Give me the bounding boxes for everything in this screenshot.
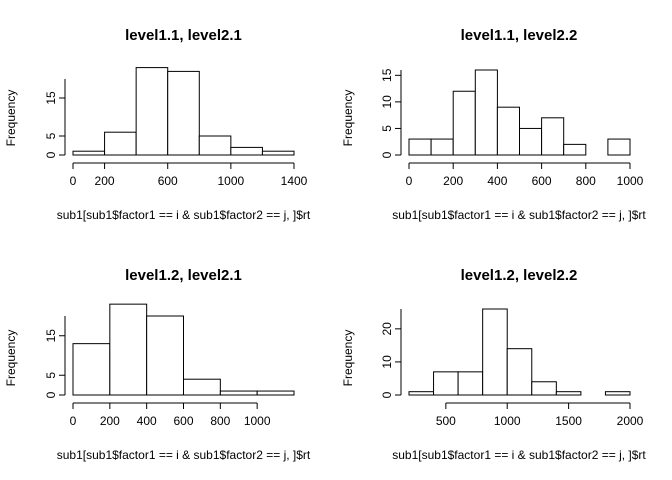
x-tick-label: 200 [95,174,115,188]
x-axis: 0 200 400 600 800 1000 [406,162,644,188]
histogram-bar [433,371,459,396]
x-tick-label: 0 [70,414,77,428]
histogram-bar [496,106,520,156]
y-tick-label: 5 [380,125,394,132]
histogram-bar [72,150,106,156]
y-axis-label: Frequency [4,330,18,387]
x-axis-label: sub1[sub1$factor1 == i & sub1$factor2 ==… [392,448,646,462]
x-tick-label: 1000 [218,174,245,188]
y-tick-label: 0 [380,391,394,398]
histogram-bar [519,127,543,156]
panel-title: level1.1, level2.1 [125,27,242,44]
y-tick-label: 15 [44,91,58,105]
x-axis: 500 1000 1500 2000 [436,402,644,428]
y-tick-label: 10 [380,355,394,369]
x-tick-label: 800 [576,174,596,188]
x-tick-label: 400 [137,414,157,428]
x-tick-label: 1000 [617,174,644,188]
panel-2: level1.1, level2.2 Frequency sub1[sub1$f… [341,27,646,222]
y-tick-label: 0 [44,391,58,398]
histogram-bar [531,381,557,396]
bars [72,67,295,156]
histogram-bar [261,150,295,156]
histogram-bar [555,391,582,396]
y-axis: 0 10 20 [380,309,402,398]
x-axis-label: sub1[sub1$factor1 == i & sub1$factor2 ==… [57,208,311,222]
panel-title: level1.2, level2.1 [125,267,242,284]
y-tick-label: 20 [380,322,394,336]
histogram-bar [541,117,565,156]
x-tick-label: 1000 [244,414,271,428]
x-tick-label: 1000 [494,414,521,428]
histogram-bar [104,131,137,156]
histogram-bar [430,138,454,156]
histogram-bar [135,67,169,156]
y-axis: 0 5 15 [44,316,66,398]
x-tick-label: 600 [173,414,193,428]
x-tick-label: 0 [406,174,413,188]
x-tick-label: 800 [210,414,230,428]
y-tick-label: 15 [380,68,394,82]
x-tick-label: 500 [436,414,456,428]
x-axis-label: sub1[sub1$factor1 == i & sub1$factor2 ==… [392,208,646,222]
x-tick-label: 600 [158,174,178,188]
y-tick-label: 0 [44,151,58,158]
x-tick-label: 200 [443,174,463,188]
histogram-bar [604,391,631,396]
x-tick-label: 1400 [281,174,308,188]
y-tick-label: 10 [380,95,394,109]
bars [72,303,295,396]
panel-title: level1.2, level2.2 [461,267,578,284]
bars [408,69,631,156]
y-tick-label: 5 [44,132,58,139]
histogram-bar [506,348,533,396]
histogram-bar [256,390,295,396]
x-tick-label: 600 [532,174,552,188]
histogram-bar [183,378,221,396]
histogram-bar [109,303,148,396]
x-axis: 0 200 600 1000 1400 [70,162,308,188]
y-tick-label: 0 [380,151,394,158]
histogram-bar [482,308,508,396]
histogram-bar [452,90,476,156]
bars [408,308,631,396]
panel-title: level1.1, level2.2 [461,27,578,44]
x-axis: 0 200 400 600 800 1000 [70,402,271,428]
histogram-bar [457,371,484,396]
histogram-bar [198,135,232,156]
y-axis-label: Frequency [4,90,18,147]
histogram-bar [230,146,263,156]
x-tick-label: 1500 [555,414,582,428]
histogram-bar [219,390,258,396]
histogram-bar [408,138,432,156]
y-axis-label: Frequency [341,330,355,387]
y-tick-label: 5 [44,372,58,379]
x-tick-label: 200 [100,414,120,428]
histogram-bar [167,70,200,156]
y-axis-label: Frequency [341,90,355,147]
panel-3: level1.2, level2.1 Frequency sub1[sub1$f… [4,267,311,462]
histogram-bar [72,343,111,396]
panel-4: level1.2, level2.2 Frequency sub1[sub1$f… [341,267,646,462]
y-tick-label: 15 [44,329,58,343]
x-tick-label: 400 [487,174,507,188]
panel-1: level1.1, level2.1 Frequency sub1[sub1$f… [4,27,311,222]
histogram-bar [607,138,631,156]
histogram-bar [408,391,435,396]
x-tick-label: 0 [70,174,77,188]
histogram-bar [146,315,185,396]
histogram-bar [474,69,498,156]
y-axis: 0 5 10 15 [380,68,402,158]
y-axis: 0 5 15 [44,79,66,158]
x-axis-label: sub1[sub1$factor1 == i & sub1$factor2 ==… [57,448,311,462]
x-tick-label: 2000 [617,414,644,428]
histogram-bar [563,143,587,156]
